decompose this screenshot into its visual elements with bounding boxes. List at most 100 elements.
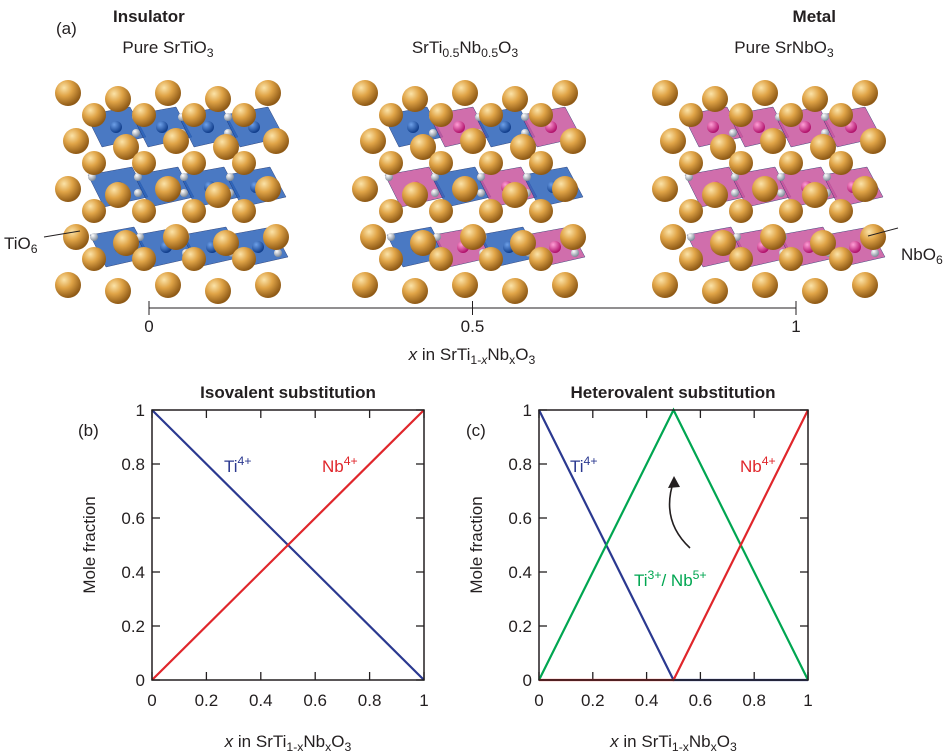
sr-atom: [155, 272, 181, 298]
axis-label-part: Nb: [487, 345, 509, 364]
x-tick-label: 0.6: [303, 691, 327, 710]
b-site: [753, 121, 765, 133]
sr-atom: [82, 247, 106, 271]
series-label-part: 4+: [762, 454, 776, 468]
sr-atom: [829, 103, 853, 127]
y-tick-label: 0: [523, 671, 532, 690]
sr-atom: [829, 247, 853, 271]
b-site: [549, 241, 561, 253]
sr-atom: [163, 128, 189, 154]
tick-label: 1: [791, 317, 800, 336]
sr-atom: [182, 103, 206, 127]
oxygen: [729, 129, 737, 137]
x-axis-label-part: 3: [345, 740, 352, 753]
octahedron-label: NbO6: [901, 245, 943, 267]
structure-label-part: Pure SrNbO: [734, 38, 827, 57]
sr-atom: [502, 86, 528, 112]
sr-atom: [679, 151, 703, 175]
sr-atom: [479, 199, 503, 223]
oxygen: [180, 173, 188, 181]
sr-atom: [802, 182, 828, 208]
sr-atom: [255, 176, 281, 202]
sr-atom: [760, 128, 786, 154]
sr-atom: [105, 278, 131, 304]
sr-atom: [105, 182, 131, 208]
series-label-part: Nb: [740, 457, 762, 476]
series-label-part: 4+: [344, 454, 358, 468]
sr-atom: [352, 80, 378, 106]
oxygen: [731, 189, 739, 197]
series-label-part: Ti: [224, 457, 238, 476]
series-line: [539, 410, 808, 680]
crystal-structures: [55, 80, 886, 304]
axis-label-part: in SrTi: [417, 345, 470, 364]
sr-atom: [452, 272, 478, 298]
y-tick-label: 0: [136, 671, 145, 690]
axis-label-part: O: [515, 345, 528, 364]
series-label: Nb4+: [740, 454, 776, 476]
b-site: [499, 121, 511, 133]
structure-label-part: SrTi: [412, 38, 443, 57]
octahedron-label-part: 6: [31, 242, 38, 256]
sr-atom: [429, 103, 453, 127]
b-site: [202, 121, 214, 133]
oxygen: [431, 189, 439, 197]
octahedron-label-part: NbO: [901, 245, 936, 264]
b-site: [707, 121, 719, 133]
sr-atom: [679, 247, 703, 271]
chart-title: Isovalent substitution: [200, 383, 376, 402]
figure: (a)InsulatorMetalPure SrTiO3SrTi0.5Nb0.5…: [0, 0, 950, 753]
b-site: [849, 241, 861, 253]
chart-title: Heterovalent substitution: [571, 383, 776, 402]
x-axis-label-part: Nb: [689, 732, 711, 751]
sr-atom: [379, 247, 403, 271]
sr-atom: [560, 224, 586, 250]
series-label-part: Ti: [570, 457, 584, 476]
y-tick-label: 0.8: [121, 455, 145, 474]
y-tick-label: 0.6: [121, 509, 145, 528]
x-axis-label: x in SrTi1-xNbxO3: [609, 732, 737, 753]
panel-label: (a): [56, 19, 77, 38]
sr-atom: [452, 176, 478, 202]
sr-atom: [529, 199, 553, 223]
axis-label-part: 3: [529, 353, 536, 367]
sr-atom: [402, 86, 428, 112]
tick-label: 0.5: [461, 317, 485, 336]
x-tick-label: 1: [419, 691, 428, 710]
structure-label: Pure SrTiO3: [122, 38, 213, 60]
oxygen: [224, 113, 232, 121]
structure-label-part: 0.5: [481, 46, 498, 60]
y-tick-label: 0.4: [121, 563, 145, 582]
oxygen: [477, 173, 485, 181]
x-axis-label-part: in SrTi: [233, 732, 286, 751]
octahedron-label-part: 6: [936, 253, 943, 267]
oxygen: [823, 173, 831, 181]
sr-atom: [529, 247, 553, 271]
sr-atom: [460, 128, 486, 154]
sr-atom: [263, 224, 289, 250]
sr-atom: [155, 80, 181, 106]
sr-atom: [552, 176, 578, 202]
x-axis-label-part: x: [224, 732, 234, 751]
oxygen: [571, 249, 579, 257]
sr-atom: [352, 176, 378, 202]
sr-atom: [205, 182, 231, 208]
sr-atom: [155, 176, 181, 202]
axis-label: x in SrTi1-xNbxO3: [408, 345, 536, 367]
sr-atom: [752, 176, 778, 202]
series-label: Ti4+: [224, 454, 251, 476]
sr-atom: [429, 247, 453, 271]
series-line: [539, 410, 808, 680]
x-tick-label: 0: [534, 691, 543, 710]
sr-atom: [82, 103, 106, 127]
sr-atom: [502, 278, 528, 304]
sr-atom: [163, 224, 189, 250]
sr-atom: [352, 272, 378, 298]
sr-atom: [182, 151, 206, 175]
sr-atom: [529, 151, 553, 175]
sr-atom: [479, 247, 503, 271]
x-tick-label: 0.4: [249, 691, 273, 710]
sr-atom: [852, 80, 878, 106]
insulator-label: Insulator: [113, 7, 185, 26]
sr-atom: [502, 182, 528, 208]
